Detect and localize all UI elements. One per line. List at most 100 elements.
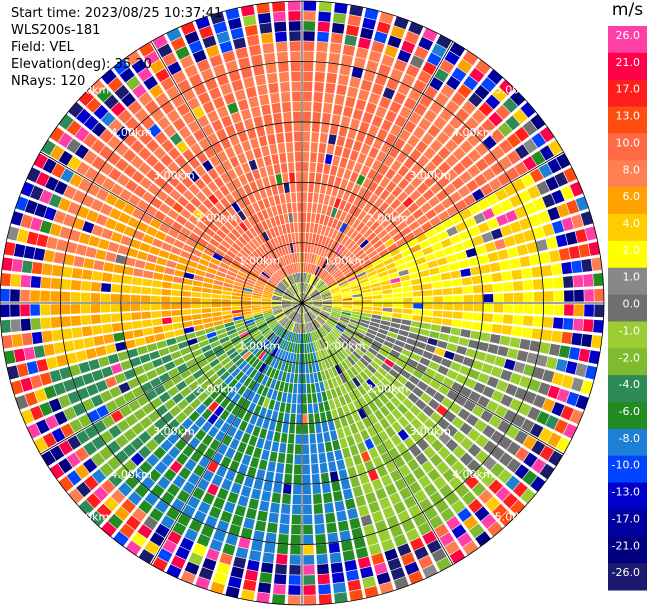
range-gate: [353, 162, 363, 174]
range-gate: [224, 278, 235, 285]
range-gate: [441, 280, 453, 288]
range-gate: [407, 202, 419, 214]
range-gate: [512, 481, 528, 498]
range-gate: [467, 133, 481, 147]
range-gate: [205, 384, 216, 396]
range-gate: [189, 232, 200, 242]
range-gate: [187, 337, 198, 346]
range-gate: [359, 278, 369, 284]
range-gate: [507, 246, 519, 258]
range-gate: [443, 350, 455, 360]
range-gate: [222, 314, 233, 320]
range-gate: [357, 408, 367, 420]
range-gate: [182, 352, 194, 362]
range-gate: [213, 320, 224, 326]
range-gate: [250, 54, 263, 66]
range-gate: [255, 282, 265, 289]
range-gate: [95, 380, 108, 393]
range-gate: [390, 25, 406, 39]
range-gate: [10, 304, 20, 317]
range-gate: [347, 275, 358, 283]
range-gate: [172, 522, 187, 536]
range-gate: [175, 380, 188, 392]
range-gate: [302, 141, 310, 152]
range-gate: [417, 263, 429, 271]
range-gate: [317, 350, 324, 361]
range-gate: [291, 263, 296, 274]
ray: [68, 102, 302, 303]
range-gate: [327, 281, 337, 288]
range-gate: [230, 482, 242, 495]
range-gate: [202, 434, 214, 447]
range-gate: [368, 447, 379, 459]
range-gate: [209, 358, 220, 368]
range-gate: [314, 513, 324, 525]
range-gate: [355, 463, 367, 476]
range-gate: [277, 452, 286, 464]
range-gate: [408, 481, 422, 495]
range-gate: [110, 489, 126, 505]
range-gate: [474, 466, 489, 481]
range-gate: [456, 250, 468, 261]
range-gate: [434, 249, 446, 259]
range-gate: [282, 423, 289, 434]
range-gate: [43, 249, 55, 263]
range-gate: [418, 117, 432, 131]
range-gate: [440, 358, 453, 368]
range-gate: [356, 360, 366, 371]
range-gate: [185, 266, 196, 274]
ray: [287, 1, 302, 303]
range-gate: [211, 307, 222, 312]
range-gate: [281, 91, 291, 103]
range-gate: [445, 492, 460, 506]
range-gate: [361, 315, 371, 321]
range-gate: [319, 183, 327, 194]
range-gate: [366, 378, 376, 389]
range-gate: [66, 138, 81, 154]
ray: [0, 273, 302, 303]
range-gate: [293, 131, 302, 142]
range-gate: [201, 308, 212, 313]
range-gate: [50, 291, 61, 302]
range-gate: [300, 333, 302, 344]
range-gate: [415, 341, 427, 350]
range-gate: [310, 309, 319, 316]
range-gate: [436, 340, 448, 349]
range-gate: [277, 236, 283, 246]
range-gate: [408, 332, 419, 340]
range-gate: [274, 472, 284, 484]
range-gate: [329, 124, 339, 135]
range-gate: [312, 276, 319, 286]
range-gate: [381, 316, 392, 322]
range-gate: [193, 129, 206, 142]
range-gate: [195, 165, 207, 177]
range-gate: [331, 292, 342, 297]
range-gate: [66, 470, 82, 486]
range-gate: [367, 205, 378, 217]
range-gate: [257, 246, 266, 256]
range-gate: [76, 481, 92, 498]
range-gate: [206, 331, 217, 339]
range-gate: [326, 205, 333, 217]
range-gate: [431, 317, 443, 325]
azimuth-spoke: [301, 302, 564, 455]
range-gate: [207, 460, 219, 473]
range-gate: [300, 282, 302, 293]
range-gate: [311, 132, 319, 143]
range-gate: [261, 306, 272, 310]
range-gate: [274, 337, 282, 347]
range-gate: [398, 464, 411, 477]
azimuth-spoke: [40, 302, 303, 455]
range-gate: [383, 340, 394, 349]
range-gate: [114, 84, 130, 100]
range-gate: [292, 484, 302, 495]
range-gate: [223, 282, 234, 288]
range-gate: [313, 493, 322, 504]
range-gate: [234, 121, 245, 133]
range-gate: [195, 329, 206, 337]
range-gate: [399, 487, 412, 500]
range-gate: [451, 319, 463, 328]
range-gate: [310, 308, 319, 315]
range-gate: [363, 228, 373, 239]
range-gate: [262, 397, 271, 409]
